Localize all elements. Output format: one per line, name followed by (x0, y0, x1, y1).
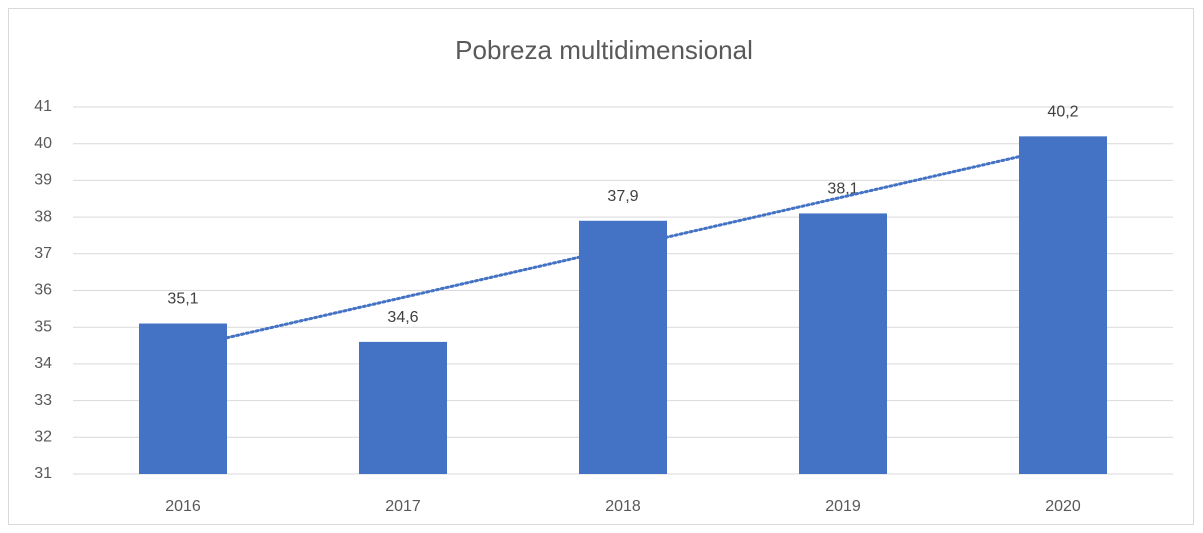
y-tick-label: 33 (34, 392, 52, 409)
trendline (181, 145, 1065, 350)
x-tick-label: 2017 (385, 498, 421, 515)
x-tick-label: 2019 (825, 498, 861, 515)
bar (799, 213, 887, 474)
x-tick-label: 2018 (605, 498, 641, 515)
bar (579, 220, 667, 474)
y-tick-label: 36 (34, 282, 52, 299)
y-tick-label: 37 (34, 245, 52, 262)
data-label: 37,9 (607, 188, 638, 205)
y-tick-label: 31 (34, 465, 52, 482)
x-tick-label: 2016 (165, 498, 201, 515)
bar (359, 341, 447, 474)
data-label: 35,1 (167, 291, 198, 308)
bar (1019, 136, 1107, 475)
y-tick-label: 34 (34, 355, 52, 372)
y-tick-label: 41 (34, 98, 52, 115)
data-label: 40,2 (1047, 104, 1078, 121)
bar (139, 323, 227, 474)
y-tick-label: 40 (34, 135, 52, 152)
y-tick-label: 38 (34, 208, 52, 225)
chart-title: Pobreza multidimensional (455, 35, 753, 65)
data-label: 34,6 (387, 309, 418, 326)
x-tick-label: 2020 (1045, 498, 1081, 515)
data-label: 38,1 (827, 181, 858, 198)
y-tick-label: 32 (34, 429, 52, 446)
y-tick-label: 39 (34, 172, 52, 189)
y-tick-label: 35 (34, 318, 52, 335)
